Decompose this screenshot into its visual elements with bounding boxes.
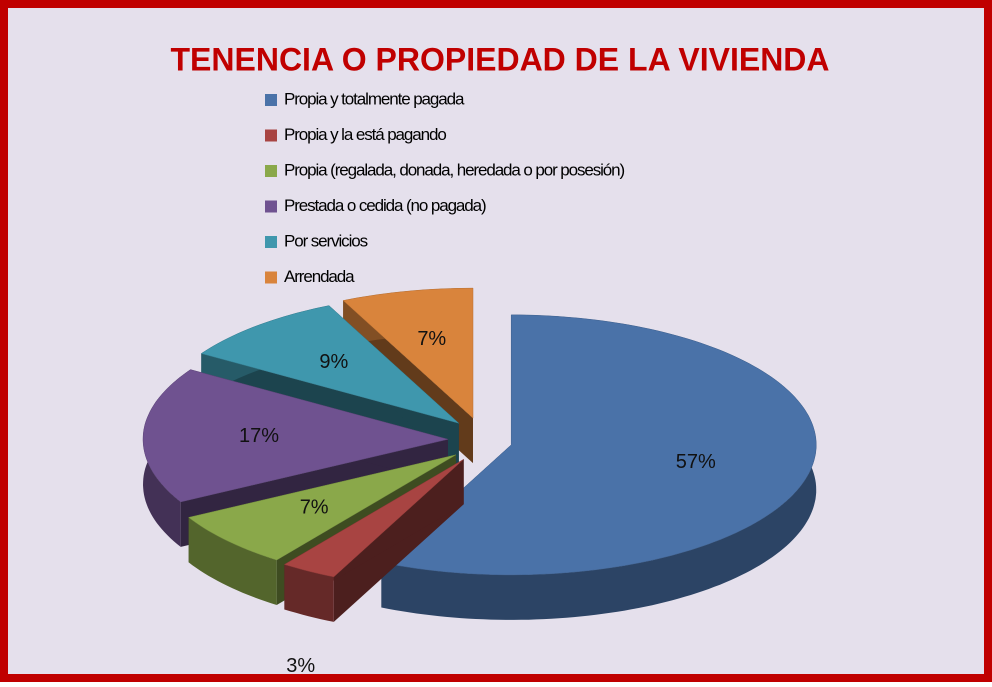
slice-top [342, 287, 474, 419]
legend-swatch [265, 271, 277, 284]
slice-top [142, 369, 449, 503]
legend-label: Propia y la está pagando [284, 125, 446, 144]
slice-top [283, 459, 464, 578]
slice [380, 314, 817, 620]
legend-label: Por servicios [284, 231, 368, 250]
chart-title: TENENCIA O PROPIEDAD DE LA VIVIENDA [170, 41, 829, 77]
legend-swatch [265, 200, 277, 213]
legend-label: Arrendada [284, 267, 355, 286]
legend-label: Propia (regalada, donada, heredada o por… [284, 160, 624, 179]
pie: 57% 3% 7% 17% 9% 7% [142, 287, 817, 677]
data-label: 3% [286, 655, 315, 677]
legend-swatch [265, 165, 277, 177]
data-label: 57% [676, 451, 716, 473]
slice-top [380, 314, 817, 576]
data-label: 9% [319, 351, 348, 373]
slice [283, 459, 464, 622]
data-label: 7% [300, 496, 329, 518]
data-label: 7% [417, 328, 446, 350]
slice-wall [188, 517, 277, 605]
legend-label: Prestada o cedida (no pagada) [284, 196, 486, 215]
legend-swatch [265, 129, 277, 142]
data-label: 17% [239, 425, 279, 447]
slice-wall [284, 564, 334, 622]
slice-top [188, 454, 457, 561]
slice-top [200, 305, 459, 424]
legend-swatch [265, 236, 277, 248]
legend-label: Propia y totalmente pagada [284, 89, 465, 108]
legend: Propia y totalmente pagada Propia y la es… [265, 89, 626, 286]
legend-swatch [265, 94, 277, 106]
slice-wall [381, 314, 817, 620]
